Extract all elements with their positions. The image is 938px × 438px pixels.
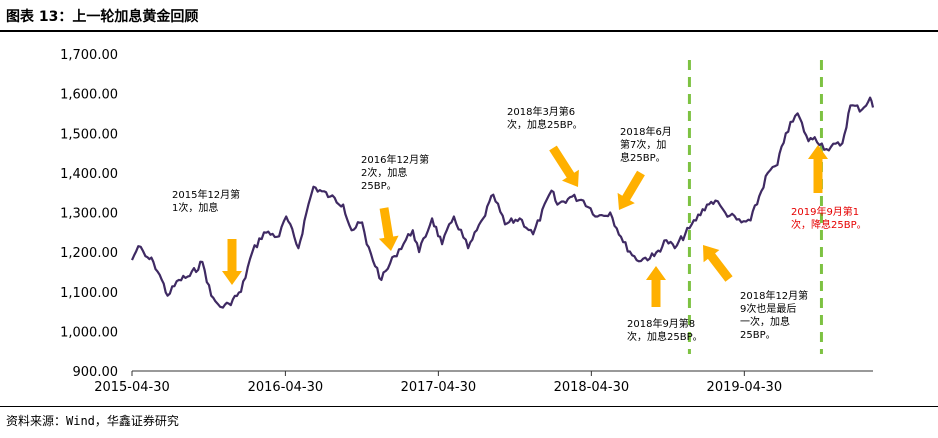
y-tick-label: 1,400.00	[60, 167, 118, 182]
annotation-arrow	[646, 266, 666, 307]
annotation-line: 25BP。	[361, 181, 397, 192]
y-tick-label: 1,300.00	[60, 207, 118, 222]
y-tick-label: 1,600.00	[60, 88, 118, 103]
annotation-line: 1次，加息	[172, 201, 218, 214]
annotation-arrow	[549, 145, 579, 187]
annotation-line: 一次，加息	[740, 315, 790, 328]
x-tick-label: 2017-04-30	[401, 380, 477, 395]
annotation-text: 2016年12月第 2次，加息 25BP。	[361, 153, 429, 192]
annotation-text: 2018年3月第6 次，加息25BP。	[507, 105, 583, 131]
annotation-line: 2018年6月	[620, 125, 672, 138]
annotation-text: 2018年12月第 9次也是最后一次，加息 25BP。	[740, 289, 808, 341]
annotation-line: 9次也是最后	[740, 302, 796, 315]
annotation-line: 2016年12月第	[361, 153, 429, 166]
x-tick-label: 2018-04-30	[554, 380, 630, 395]
y-tick-label: 1,100.00	[60, 286, 118, 301]
annotation-text: 2015年12月第 1次，加息	[172, 188, 240, 214]
annotation-line: 息25BP。	[620, 151, 666, 164]
annotation-line: 25BP。	[740, 330, 776, 341]
y-tick-label: 1,500.00	[60, 127, 118, 142]
top-rule	[0, 30, 938, 32]
x-tick-label: 2019-04-30	[707, 380, 783, 395]
annotation-line: 2015年12月第	[172, 188, 240, 201]
annotation-line: 2018年9月第8	[627, 317, 695, 330]
annotation-line: 次，加息25BP。	[627, 330, 703, 343]
annotation-line: 次，加息25BP。	[507, 118, 583, 131]
annotation-text: 2018年6月第7次，加息25BP。	[620, 125, 672, 164]
annotation-arrow	[703, 245, 733, 282]
annotation-line: 2018年12月第	[740, 289, 808, 302]
annotation-arrow	[222, 239, 242, 285]
gold-price-line-chart: 900.00 1,000.00 1,100.00 1,200.00 1,300.00 1,…	[60, 48, 875, 395]
annotation-line: 2次，加息	[361, 166, 407, 179]
chart-title: 图表 13：上一轮加息黄金回顾	[6, 9, 199, 25]
annotation-line: 2019年9月第1	[791, 205, 859, 218]
y-tick-label: 1,000.00	[60, 325, 118, 340]
x-tick-label: 2015-04-30	[94, 380, 170, 395]
source-note: 资料来源：Wind，华鑫证券研究	[6, 414, 179, 428]
y-tick-label: 1,700.00	[60, 48, 118, 63]
annotation-text: 2018年9月第8 次，加息25BP。	[627, 317, 703, 343]
annotation-line: 2018年3月第6	[507, 105, 575, 118]
annotation-arrow	[617, 170, 645, 210]
y-tick-label: 1,200.00	[60, 246, 118, 261]
annotation-arrow	[378, 207, 399, 251]
x-tick-label: 2016-04-30	[248, 380, 324, 395]
annotation-arrow	[808, 145, 828, 193]
annotation-text: 2019年9月第1 次，降息25BP。	[791, 205, 867, 231]
bottom-rule	[0, 406, 938, 407]
gold-price-series-line	[130, 96, 875, 309]
y-tick-label: 900.00	[73, 365, 119, 380]
annotation-line: 第7次，加	[620, 138, 666, 151]
annotation-line: 次，降息25BP。	[791, 218, 867, 231]
